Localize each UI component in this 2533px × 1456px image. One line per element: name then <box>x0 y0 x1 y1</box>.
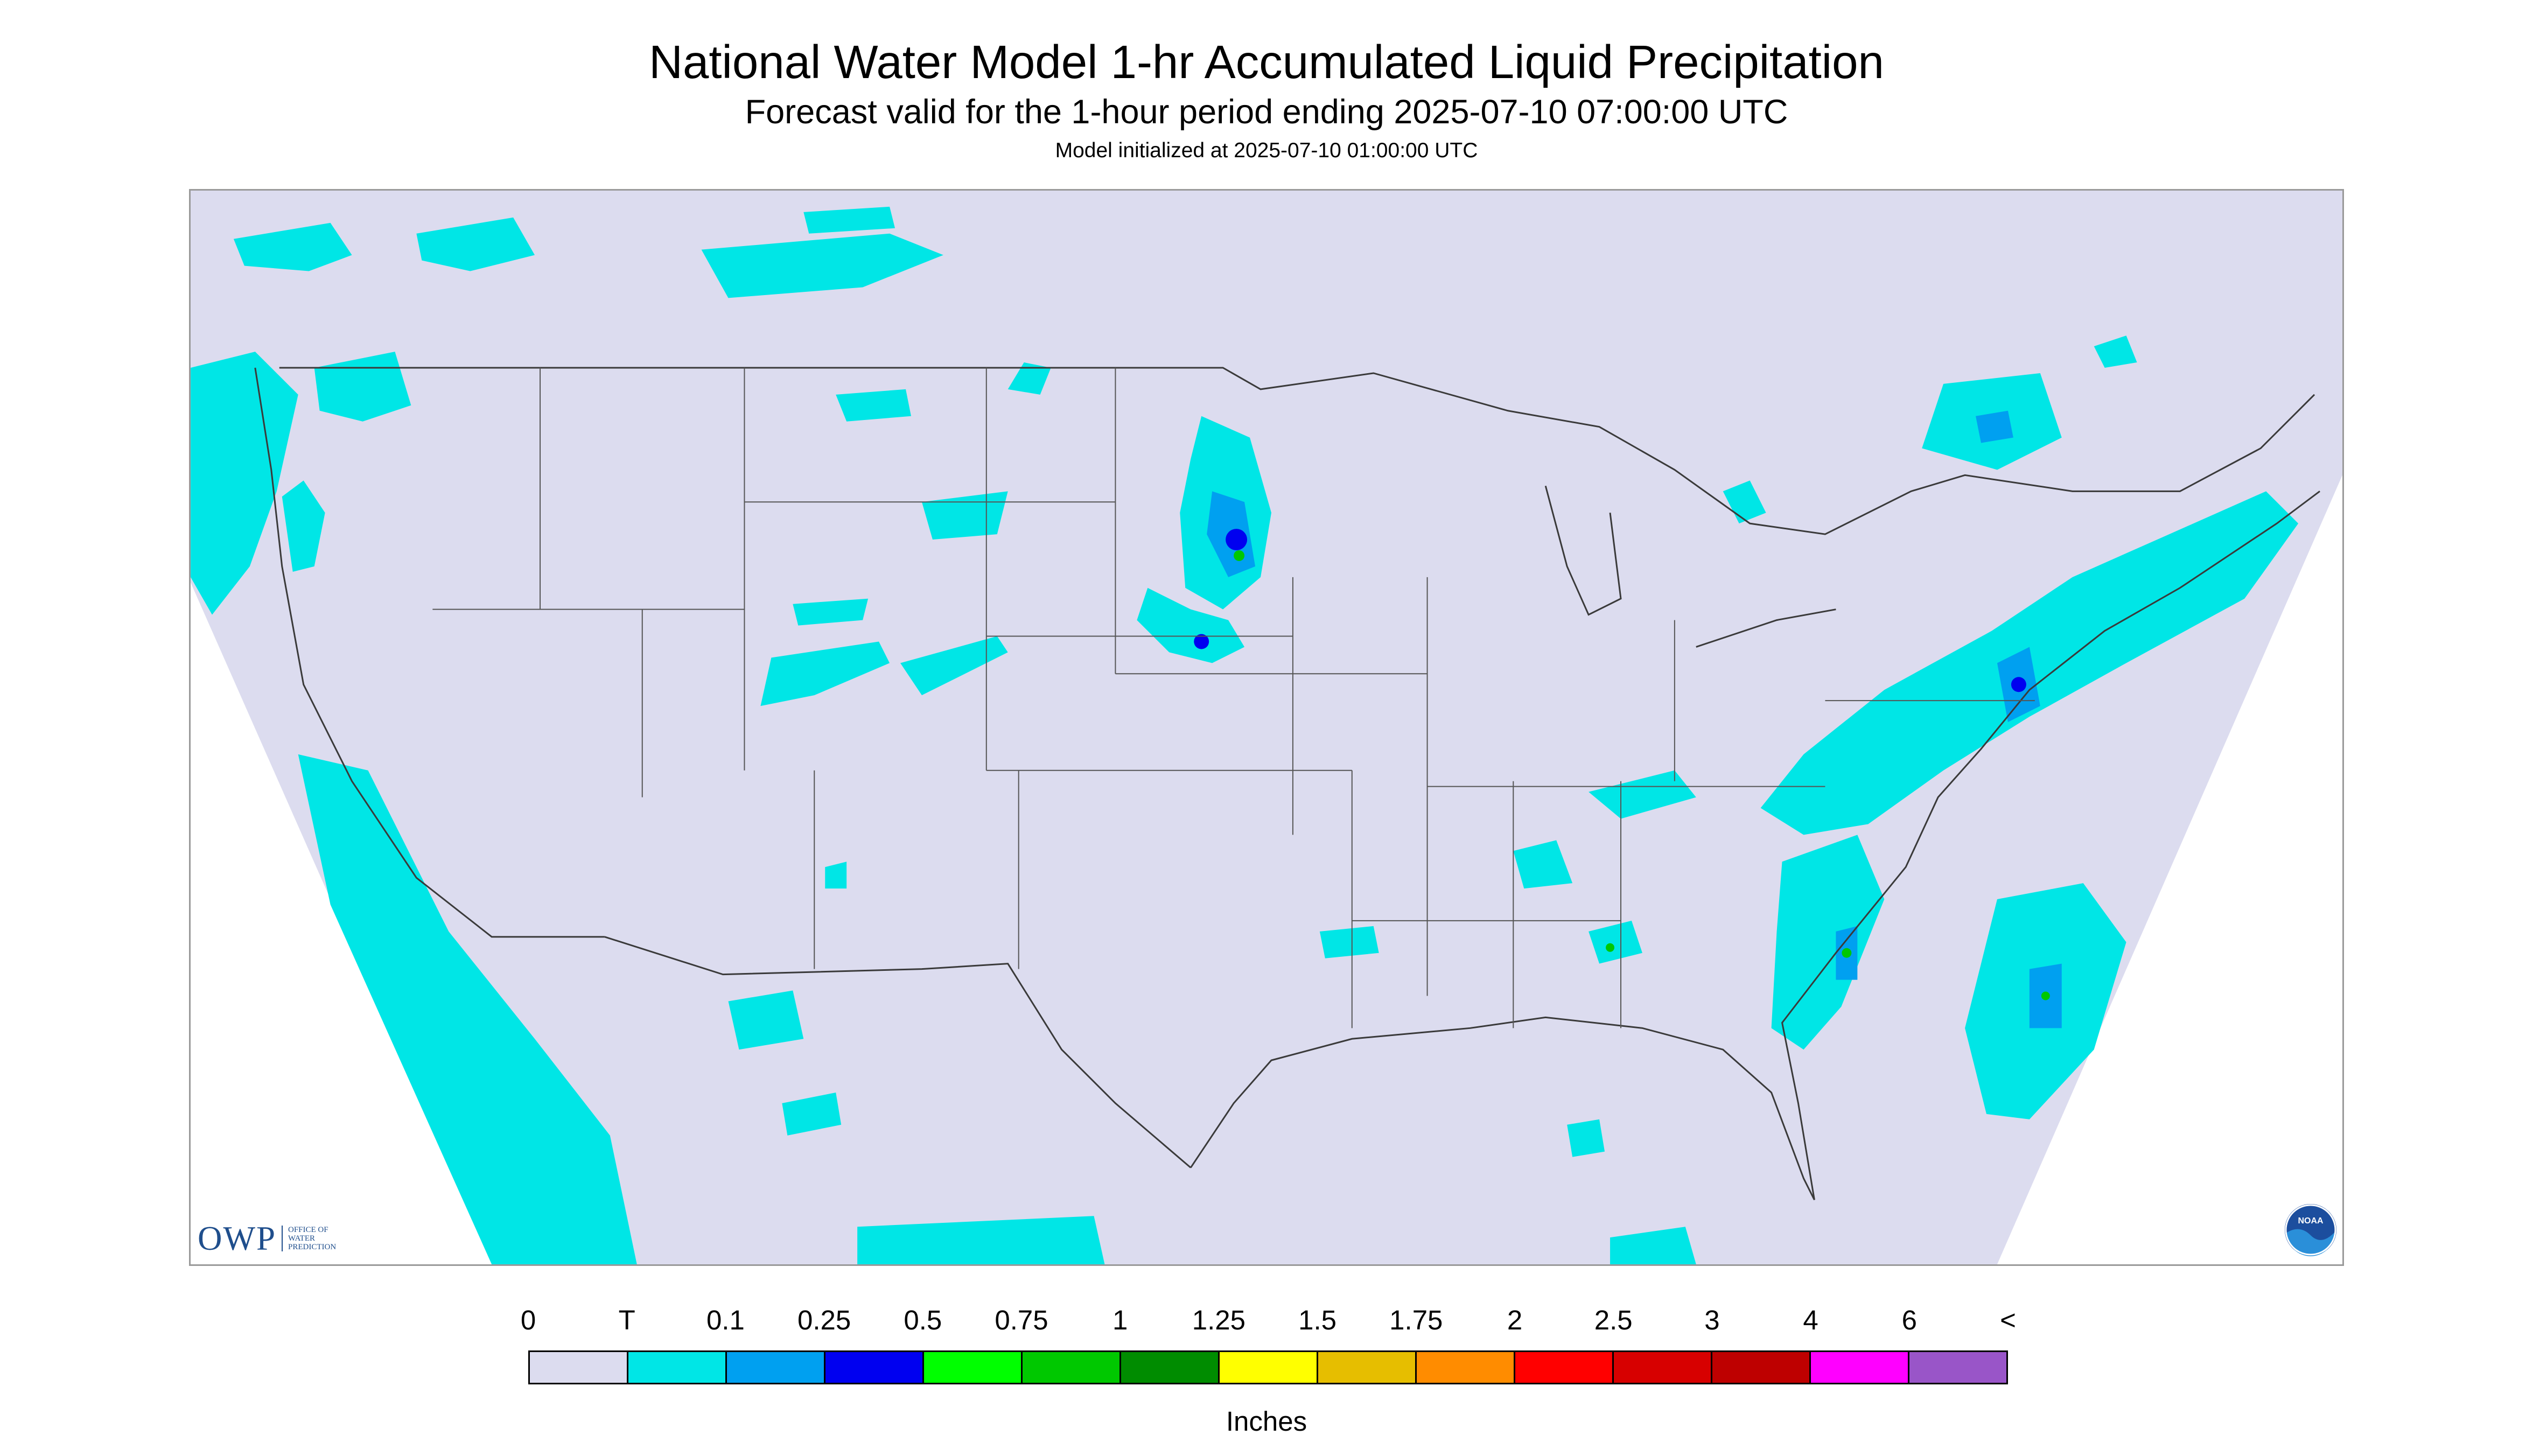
owp-logo-subtitle: OFFICE OF WATER PREDICTION <box>282 1226 336 1251</box>
legend-tick-label: 0.1 <box>706 1305 745 1335</box>
legend-swatch <box>1515 1352 1614 1383</box>
legend-swatch <box>1909 1352 2006 1383</box>
map-canvas <box>191 191 2342 1264</box>
precip-heavy-carolina <box>1842 948 1852 958</box>
map-title: National Water Model 1-hr Accumulated Li… <box>649 36 1884 88</box>
model-init-label: Model initialized at 2025-07-10 01:00:00… <box>1055 139 1478 162</box>
precip-heavy-minn <box>1234 550 1245 561</box>
precip-moderate-minn <box>1226 529 1248 550</box>
legend-tick-label: 3 <box>1704 1305 1720 1335</box>
legend-swatch <box>1318 1352 1417 1383</box>
canada-us-border <box>279 367 2315 535</box>
precip-quebec <box>2094 335 2137 368</box>
pacific-coast <box>254 367 605 938</box>
legend-swatch <box>1417 1352 1515 1383</box>
map-borders <box>254 367 2320 1201</box>
great-lakes-michigan <box>1544 485 1622 616</box>
legend-tick-label: 0 <box>520 1305 536 1335</box>
precip-montana <box>836 389 911 422</box>
legend-tick-label: 0.5 <box>904 1305 942 1335</box>
precip-mexico-3 <box>857 1216 1105 1264</box>
atlantic-coast <box>1781 491 2320 1200</box>
legend-tick-label: 4 <box>1803 1305 1818 1335</box>
legend-tick-label: 1 <box>1112 1305 1128 1335</box>
precip-ontario-core <box>1976 410 2013 443</box>
precip-nw-oregon <box>282 480 325 572</box>
legend-swatch <box>530 1352 628 1383</box>
precip-gulf-offshore <box>1567 1119 1605 1157</box>
owp-logo-text: OWP <box>198 1219 276 1257</box>
precip-moderate-sd <box>1194 634 1209 649</box>
precip-colorado-2 <box>900 636 1008 696</box>
great-lakes-erie <box>1696 608 1836 648</box>
legend-swatch <box>1614 1352 1712 1383</box>
precip-bc-1 <box>233 222 352 271</box>
precip-bc-3 <box>314 352 411 422</box>
legend-tick-label: 0.25 <box>797 1305 851 1335</box>
legend-swatch <box>727 1352 825 1383</box>
precip-mexico-1 <box>728 990 804 1050</box>
precip-louisiana <box>1319 926 1379 958</box>
precip-canada-3 <box>803 206 895 234</box>
legend-swatch <box>1712 1352 1811 1383</box>
legend-tick-label: 0.75 <box>995 1305 1048 1335</box>
us-mexico-border <box>604 936 1192 1168</box>
legend-tick-label: 1.75 <box>1389 1305 1443 1335</box>
precip-canada-prairie <box>701 233 943 298</box>
precip-pacific-band <box>191 352 298 615</box>
precip-mississippi <box>1513 840 1573 889</box>
legend-tick-label: 2 <box>1507 1305 1523 1335</box>
precip-heavy-atlantic <box>2041 991 2050 1000</box>
owp-logo: OWP OFFICE OF WATER PREDICTION <box>198 1220 336 1257</box>
precip-heavy-areas <box>1194 529 2050 1000</box>
precipitation-map <box>189 189 2344 1266</box>
legend-units: Inches <box>1226 1406 1307 1437</box>
precip-pacific-south <box>298 754 637 1264</box>
precip-caribbean <box>1610 1227 1696 1264</box>
legend-swatch <box>628 1352 727 1383</box>
precip-colorado-1 <box>760 641 890 706</box>
precip-bc-2 <box>416 217 535 271</box>
legend-tick-label: T <box>618 1305 635 1335</box>
precip-sw-arizona <box>825 862 847 889</box>
noaa-logo-icon: NOAA <box>2285 1204 2336 1256</box>
state-borders <box>432 368 2035 1028</box>
legend-swatch <box>1121 1352 1220 1383</box>
precip-canada-2 <box>1007 362 1051 395</box>
precip-moderate-ne <box>2011 677 2026 692</box>
precip-carolinas <box>1771 835 1885 1050</box>
legend-tick-label: 1.25 <box>1192 1305 1246 1335</box>
precip-sd-hook <box>1137 587 1245 663</box>
noaa-logo-text: NOAA <box>2298 1216 2324 1226</box>
precip-heavy-al <box>1606 943 1615 952</box>
legend-tick-label: < <box>2000 1305 2016 1335</box>
precip-ohio <box>1589 770 1696 819</box>
legend-swatch <box>1220 1352 1318 1383</box>
legend-swatch <box>924 1352 1023 1383</box>
legend-tick-label: 6 <box>1901 1305 1917 1335</box>
precip-wyoming-2 <box>793 598 869 626</box>
legend-swatch <box>1811 1352 1909 1383</box>
gulf-coast <box>1189 1016 1815 1201</box>
legend-swatch <box>1023 1352 1121 1383</box>
map-subtitle: Forecast valid for the 1-hour period end… <box>745 93 1788 131</box>
legend-colorbar <box>528 1350 2008 1384</box>
legend-tick-label: 2.5 <box>1594 1305 1633 1335</box>
precip-alabama <box>1589 920 1642 964</box>
precip-mexico-2 <box>782 1092 842 1136</box>
legend-tick-label: 1.5 <box>1298 1305 1337 1335</box>
legend-swatch <box>825 1352 924 1383</box>
